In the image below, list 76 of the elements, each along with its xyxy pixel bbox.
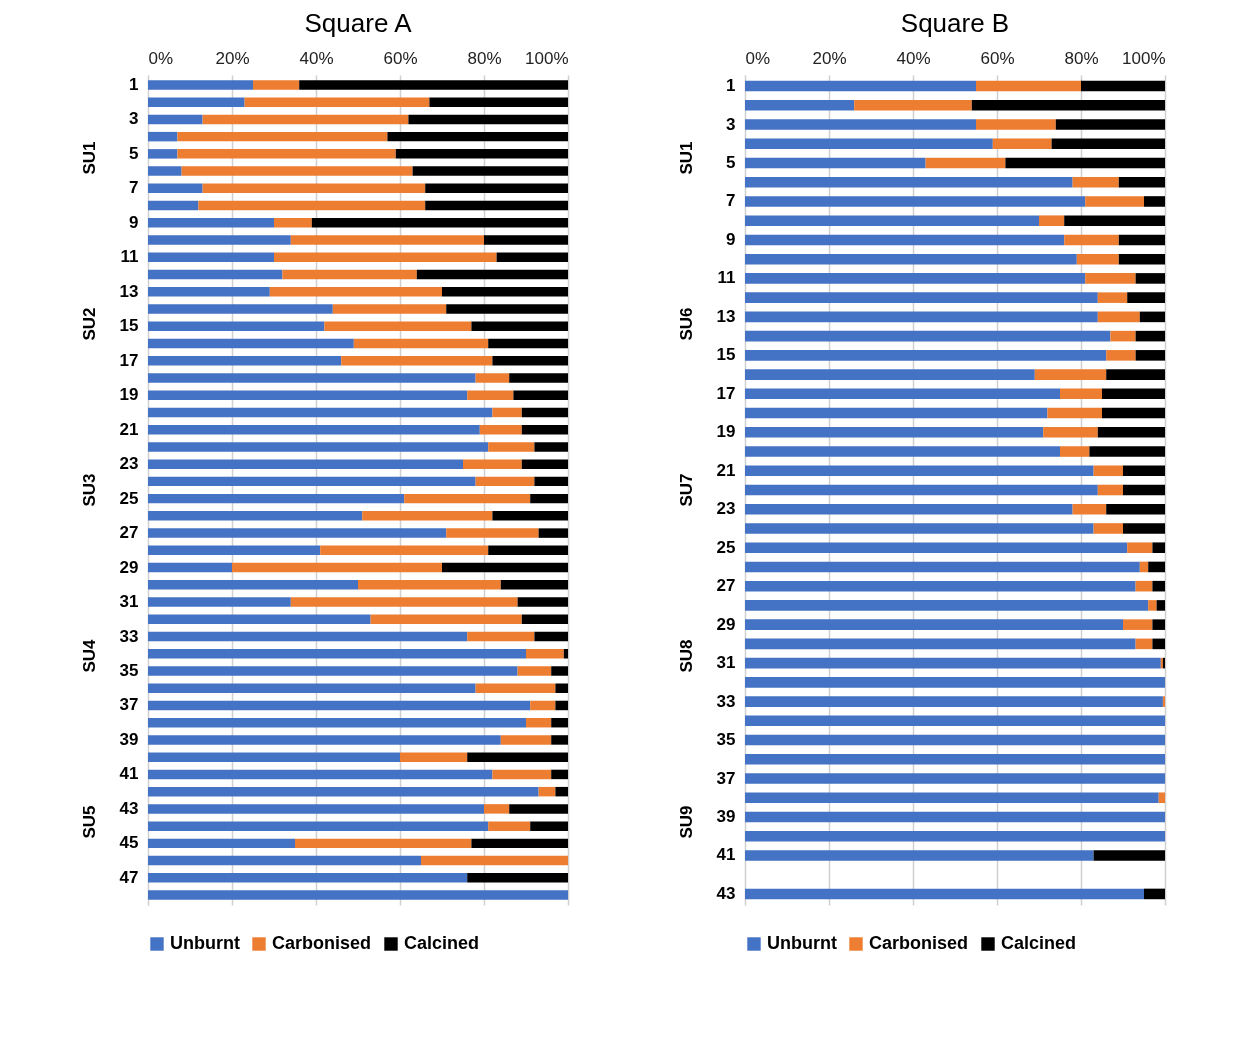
y-tick-label: 31 xyxy=(119,592,139,612)
x-tick-label: 100% xyxy=(525,48,569,68)
y-tick-label: 35 xyxy=(119,661,139,680)
chart-title: Square B xyxy=(900,8,1010,38)
legend-label: Calcined xyxy=(1001,933,1077,953)
x-tick-label: 20% xyxy=(812,48,847,68)
y-tick-label: 21 xyxy=(119,419,139,439)
x-tick-label: 40% xyxy=(299,48,334,68)
y-tick-label: 37 xyxy=(716,768,736,788)
x-tick-label: 80% xyxy=(467,48,502,68)
legend-label: Carbonised xyxy=(869,933,969,953)
y-tick-label: 25 xyxy=(119,488,139,508)
text: SU2 xyxy=(80,307,99,341)
x-tick-label: 100% xyxy=(1122,48,1166,68)
y-tick-label: 19 xyxy=(119,385,139,405)
x-tick-label: 20% xyxy=(215,48,250,68)
y-tick-label: 47 xyxy=(119,867,139,887)
text: SU1 xyxy=(677,141,696,175)
y-tick-label: 19 xyxy=(716,422,736,442)
chart-title: Square A xyxy=(304,8,413,38)
y-tick-label: 33 xyxy=(119,626,139,646)
x-tick-label: 0% xyxy=(745,48,771,68)
y-tick-label: 43 xyxy=(119,798,139,818)
legend-label: Carbonised xyxy=(272,933,372,953)
legend-label: Unburnt xyxy=(170,933,240,953)
y-tick-label: 15 xyxy=(716,345,736,365)
text: SU7 xyxy=(677,473,696,507)
x-tick-label: 40% xyxy=(896,48,931,68)
y-tick-label: 27 xyxy=(119,523,139,543)
x-tick-label: 0% xyxy=(148,48,174,68)
text: SU6 xyxy=(677,307,696,341)
y-tick-label: 17 xyxy=(119,350,139,370)
y-tick-label: 25 xyxy=(716,537,736,557)
y-tick-label: 39 xyxy=(716,807,736,826)
y-tick-label: 39 xyxy=(119,729,139,749)
y-tick-label: 9 xyxy=(129,212,139,232)
text: SU3 xyxy=(80,473,99,507)
y-tick-label: 1 xyxy=(129,74,139,94)
y-tick-label: 43 xyxy=(716,883,736,903)
y-tick-label: 31 xyxy=(716,653,736,673)
y-tick-label: 3 xyxy=(726,114,736,134)
x-tick-label: 60% xyxy=(980,48,1015,68)
y-tick-label: 3 xyxy=(129,109,139,129)
text: SU9 xyxy=(677,805,696,839)
y-tick-label: 23 xyxy=(716,499,736,519)
text: SU5 xyxy=(80,805,99,839)
y-tick-label: 15 xyxy=(119,316,139,336)
y-tick-label: 11 xyxy=(120,247,139,267)
legend-label: Calcined xyxy=(404,933,480,953)
text: SU4 xyxy=(80,638,99,673)
y-tick-label: 41 xyxy=(119,764,139,784)
y-tick-label: 7 xyxy=(726,191,736,211)
y-tick-label: 13 xyxy=(119,281,139,301)
y-tick-label: 9 xyxy=(726,229,736,249)
y-tick-label: 17 xyxy=(716,383,736,403)
y-tick-label: 29 xyxy=(119,557,139,577)
text: SU1 xyxy=(80,141,99,175)
y-tick-label: 29 xyxy=(716,614,736,634)
y-tick-label: 5 xyxy=(726,153,736,172)
y-tick-label: 11 xyxy=(717,268,736,288)
y-tick-label: 21 xyxy=(716,460,736,480)
legend-label: Unburnt xyxy=(767,933,837,953)
y-tick-label: 45 xyxy=(119,833,139,853)
y-tick-label: 33 xyxy=(716,691,736,711)
y-tick-label: 1 xyxy=(726,76,736,96)
y-tick-label: 37 xyxy=(119,695,139,715)
y-tick-label: 5 xyxy=(129,143,139,163)
y-tick-label: 35 xyxy=(716,730,736,750)
y-tick-label: 7 xyxy=(129,178,139,198)
x-tick-label: 80% xyxy=(1064,48,1099,68)
y-tick-label: 27 xyxy=(716,576,736,596)
y-tick-label: 41 xyxy=(716,845,736,865)
x-tick-label: 60% xyxy=(383,48,418,68)
y-tick-label: 23 xyxy=(119,454,139,474)
text: SU8 xyxy=(677,639,696,673)
y-tick-label: 13 xyxy=(716,306,736,326)
